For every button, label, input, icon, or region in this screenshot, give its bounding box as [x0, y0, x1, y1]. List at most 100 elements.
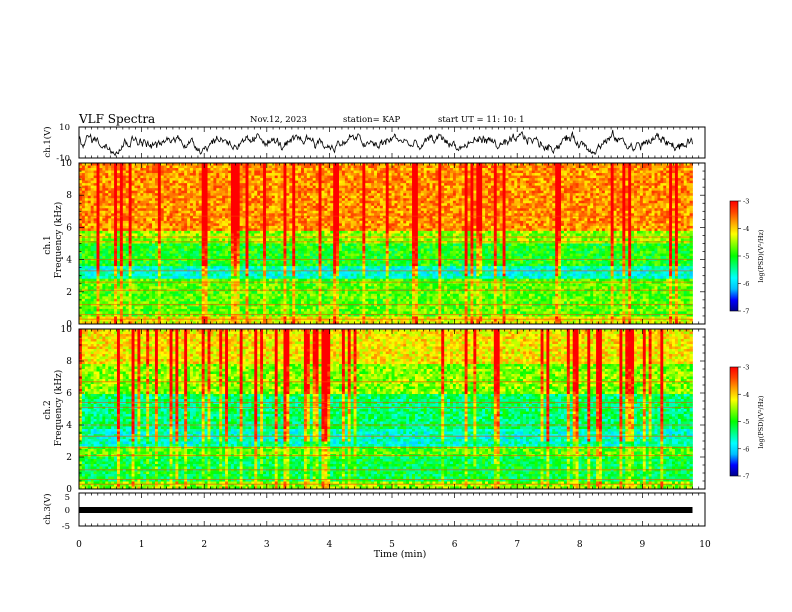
spectrogram-cell — [678, 211, 681, 214]
spectrogram-cell — [681, 206, 684, 209]
spectrogram-cell — [631, 166, 634, 169]
spectrogram-cell — [687, 203, 690, 206]
spectrogram-cell — [85, 171, 88, 174]
spectrogram-cell — [199, 191, 202, 194]
spectrogram-cell — [202, 188, 205, 191]
spectrogram-cell — [240, 211, 243, 214]
spectrogram-cell — [523, 181, 526, 184]
spectrogram-cell — [123, 178, 126, 181]
spectrogram-cell — [327, 171, 330, 174]
spectrogram-cell — [514, 178, 517, 181]
spectrogram-cell — [494, 178, 497, 181]
spectrogram-cell — [117, 206, 120, 209]
spectrogram-cell — [362, 166, 365, 169]
spectrogram-cell — [573, 168, 576, 171]
spectrogram-cell — [135, 173, 138, 176]
spectrogram-cell — [278, 186, 281, 189]
spectrogram-cell — [508, 186, 511, 189]
spectrogram-cell — [690, 201, 693, 204]
spectrogram-cell — [631, 178, 634, 181]
spectrogram-cell — [380, 181, 383, 184]
spectrogram-cell — [324, 178, 327, 181]
spectrogram-cell — [473, 208, 476, 211]
spectrogram-cell — [657, 211, 660, 214]
spectrogram-cell — [208, 193, 211, 196]
spectrogram-cell — [599, 168, 602, 171]
spectrogram-cell — [590, 211, 593, 214]
spectrogram-cell — [538, 206, 541, 209]
spectrogram-cell — [225, 168, 228, 171]
spectrogram-cell — [599, 203, 602, 206]
spectrogram-cell — [473, 178, 476, 181]
spectrogram-cell — [669, 193, 672, 196]
spectrogram-cell — [111, 171, 114, 174]
spectrogram-cell — [450, 203, 453, 206]
spectrogram-cell — [190, 198, 193, 201]
spectrogram-cell — [488, 176, 491, 179]
spectrogram-cell — [637, 171, 640, 174]
spectrogram-cell — [570, 198, 573, 201]
spectrogram-cell — [210, 191, 213, 194]
spectrogram-cell — [368, 168, 371, 171]
spectrogram-cell — [310, 176, 313, 179]
spectrogram-cell — [281, 196, 284, 199]
spectrogram-cell — [126, 203, 129, 206]
spectrogram-cell — [319, 181, 322, 184]
spectrogram-cell — [608, 198, 611, 201]
spectrogram-cell — [634, 196, 637, 199]
spectrogram-cell — [622, 188, 625, 191]
spectrogram-cell — [339, 173, 342, 176]
spectrogram-cell — [611, 166, 614, 169]
spectrogram-cell — [225, 203, 228, 206]
spectrogram-cell — [275, 186, 278, 189]
spectrogram-cell — [237, 196, 240, 199]
spectrogram-cell — [324, 201, 327, 204]
spectrogram-cell — [470, 176, 473, 179]
spectrogram-cell — [675, 211, 678, 214]
spectrogram-cell — [137, 201, 140, 204]
spectrogram-cell — [231, 188, 234, 191]
spectrogram-cell — [301, 176, 304, 179]
spectrogram-cell — [511, 191, 514, 194]
spectrogram-cell — [117, 196, 120, 199]
spectrogram-cell — [167, 203, 170, 206]
spectrogram-cell — [225, 191, 228, 194]
spectrogram-cell — [418, 171, 421, 174]
spectrogram-cell — [140, 196, 143, 199]
spectrogram-cell — [690, 173, 693, 176]
spectrogram-cell — [377, 211, 380, 214]
spectrogram-cell — [374, 211, 377, 214]
spectrogram-cell — [395, 201, 398, 204]
spectrogram-cell — [546, 176, 549, 179]
spectrogram-cell — [272, 173, 275, 176]
spectrogram-cell — [508, 176, 511, 179]
spectrogram-cell — [555, 208, 558, 211]
spectrogram-cell — [418, 201, 421, 204]
spectrogram-cell — [91, 176, 94, 179]
spectrogram-cell — [532, 188, 535, 191]
spectrogram-cell — [228, 206, 231, 209]
spectrogram-cell — [143, 191, 146, 194]
spectrogram-cell — [219, 168, 222, 171]
spectrogram-cell — [491, 203, 494, 206]
spectrogram-cell — [532, 186, 535, 189]
spectrogram-cell — [543, 191, 546, 194]
spectrogram-cell — [143, 171, 146, 174]
spectrogram-cell — [260, 168, 263, 171]
spectrogram-cell — [415, 178, 418, 181]
spectrogram-cell — [202, 183, 205, 186]
spectrogram-cell — [129, 176, 132, 179]
spectrogram-cell — [400, 183, 403, 186]
spectrogram-cell — [561, 198, 564, 201]
spectrogram-cell — [283, 196, 286, 199]
spectrogram-cell — [88, 191, 91, 194]
spectrogram-cell — [546, 186, 549, 189]
spectrogram-cell — [555, 193, 558, 196]
spectrogram-cell — [289, 203, 292, 206]
spectrogram-cell — [82, 203, 85, 206]
spectrogram-cell — [304, 186, 307, 189]
spectrogram-cell — [514, 206, 517, 209]
spectrogram-cell — [655, 208, 658, 211]
spectrogram-cell — [619, 198, 622, 201]
spectrogram-cell — [456, 186, 459, 189]
